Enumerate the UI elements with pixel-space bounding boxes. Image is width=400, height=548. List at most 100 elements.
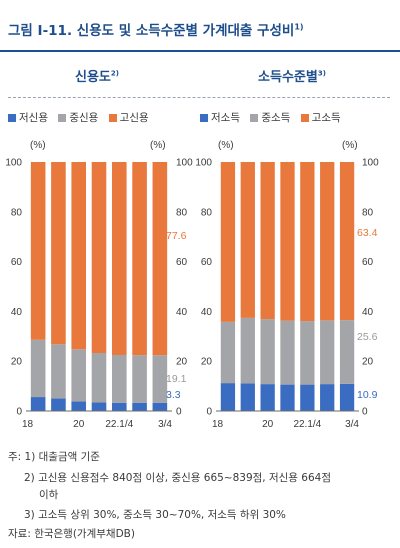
bar-segment-low xyxy=(91,402,107,411)
bar-segment-mid xyxy=(220,321,236,384)
legend-label: 중신용 xyxy=(69,112,99,124)
legend-swatch-low xyxy=(200,113,208,122)
data-label-last: 77.6 xyxy=(166,230,187,242)
footnote-1: 주: 1) 대출금액 기준 xyxy=(8,451,100,463)
legend-label: 고신용 xyxy=(119,112,149,124)
legend-label: 저신용 xyxy=(19,112,48,124)
header-divider xyxy=(8,97,390,98)
data-label-last: 25.6 xyxy=(357,331,378,343)
x-tick-label: 20 xyxy=(73,419,85,430)
bar-segment-low xyxy=(220,383,236,411)
data-label-last: 3.3 xyxy=(166,389,181,401)
y-tick-right: 20 xyxy=(362,357,374,368)
y-tick-left: 0 xyxy=(16,407,22,418)
bar-segment-low xyxy=(111,402,127,411)
bar-segment-high xyxy=(300,162,315,322)
footnote-3: 3) 고소득 상위 30%, 중소득 30~70%, 저소득 하위 30% xyxy=(24,509,286,521)
y-tick-right: 0 xyxy=(362,407,368,418)
bar-segment-mid xyxy=(132,355,147,403)
legend-swatch-low xyxy=(8,113,16,122)
data-label-last: 63.4 xyxy=(357,227,378,239)
unit-label-left: (%) xyxy=(218,140,234,151)
unit-label-right: (%) xyxy=(150,140,166,151)
panel2-legend: 저소득 중소득 고소득 xyxy=(200,110,348,125)
y-tick-left: 20 xyxy=(201,357,213,368)
y-tick-right: 0 xyxy=(176,407,182,418)
bar-segment-mid xyxy=(300,321,315,385)
legend-swatch-high xyxy=(300,113,309,122)
panel1-title: 신용도2) xyxy=(75,66,119,85)
bar-segment-high xyxy=(152,162,168,356)
bar-segment-high xyxy=(30,162,46,340)
title-rule xyxy=(0,50,400,52)
bar-segment-mid xyxy=(320,320,335,385)
y-tick-left: 100 xyxy=(195,158,212,169)
x-tick-label: 3/4 xyxy=(158,419,172,430)
bar-segment-mid xyxy=(280,320,295,385)
panel1-title-note: 2) xyxy=(110,69,119,78)
legend-swatch-mid xyxy=(250,113,259,122)
bar-segment-low xyxy=(240,383,255,411)
panel1-title-text: 신용도 xyxy=(75,70,111,85)
bar-segment-low xyxy=(320,384,335,411)
x-tick-label: 22.1/4 xyxy=(105,419,133,430)
bar-segment-high xyxy=(71,162,87,350)
panel2-title-note: 3) xyxy=(317,69,326,78)
bar-segment-high xyxy=(260,162,275,320)
bar-segment-low xyxy=(300,384,315,411)
y-tick-left: 100 xyxy=(5,158,22,169)
legend-item: 저신용 xyxy=(8,110,48,125)
y-tick-right: 100 xyxy=(176,158,193,169)
x-tick-label: 18 xyxy=(212,419,224,430)
y-tick-right: 20 xyxy=(176,357,188,368)
bar-segment-high xyxy=(51,162,66,345)
legend-swatch-mid xyxy=(58,113,67,122)
x-tick-label: 3/4 xyxy=(345,419,359,430)
bar-segment-high xyxy=(320,162,335,321)
unit-label-left: (%) xyxy=(30,140,46,151)
bar-segment-low xyxy=(260,384,275,411)
y-tick-right: 80 xyxy=(176,207,188,218)
y-tick-left: 0 xyxy=(206,407,212,418)
bar-segment-high xyxy=(240,162,255,318)
bar-segment-low xyxy=(71,401,87,411)
figure-title: 그림 Ⅰ-11. 신용도 및 소득수준별 가계대출 구성비1) xyxy=(8,19,304,40)
legend-label: 중소득 xyxy=(261,112,291,124)
legend-item: 저소득 xyxy=(200,110,240,125)
bar-segment-low xyxy=(280,384,295,411)
y-tick-right: 100 xyxy=(362,158,379,169)
bar-segment-high xyxy=(111,162,127,355)
legend-item: 고소득 xyxy=(300,110,341,125)
bar-segment-mid xyxy=(339,320,355,384)
figure-title-note: 1) xyxy=(294,22,304,32)
bar-segment-high xyxy=(91,162,107,353)
panel2-title: 소득수준별3) xyxy=(258,66,326,85)
bar-segment-high xyxy=(280,162,295,321)
source-note: 자료: 한국은행(가계부채DB) xyxy=(8,528,135,540)
y-tick-left: 80 xyxy=(201,207,213,218)
bar-segment-low xyxy=(132,402,147,411)
y-tick-left: 60 xyxy=(201,257,213,268)
bar-segment-mid xyxy=(111,354,127,403)
y-tick-left: 20 xyxy=(11,357,23,368)
y-tick-right: 40 xyxy=(362,307,374,318)
bar-segment-mid xyxy=(260,319,275,385)
panel2-title-text: 소득수준별 xyxy=(258,70,318,85)
y-tick-right: 40 xyxy=(176,307,188,318)
x-tick-label: 22.1/4 xyxy=(293,419,321,430)
legend-item: 중소득 xyxy=(250,110,290,125)
y-tick-left: 80 xyxy=(11,207,23,218)
bar-segment-low xyxy=(51,398,66,411)
y-tick-left: 60 xyxy=(11,257,23,268)
bar-segment-high xyxy=(220,162,236,322)
figure-title-text: 그림 Ⅰ-11. 신용도 및 소득수준별 가계대출 구성비 xyxy=(8,23,295,39)
bar-segment-mid xyxy=(152,355,168,403)
bar-segment-high xyxy=(132,162,147,356)
bar-segment-high xyxy=(339,162,355,321)
y-tick-left: 40 xyxy=(201,307,213,318)
footnote-2-cont: 이하 xyxy=(39,489,59,501)
bar-segment-low xyxy=(30,397,46,411)
data-label-last: 19.1 xyxy=(166,373,187,385)
legend-item: 고신용 xyxy=(108,110,149,125)
